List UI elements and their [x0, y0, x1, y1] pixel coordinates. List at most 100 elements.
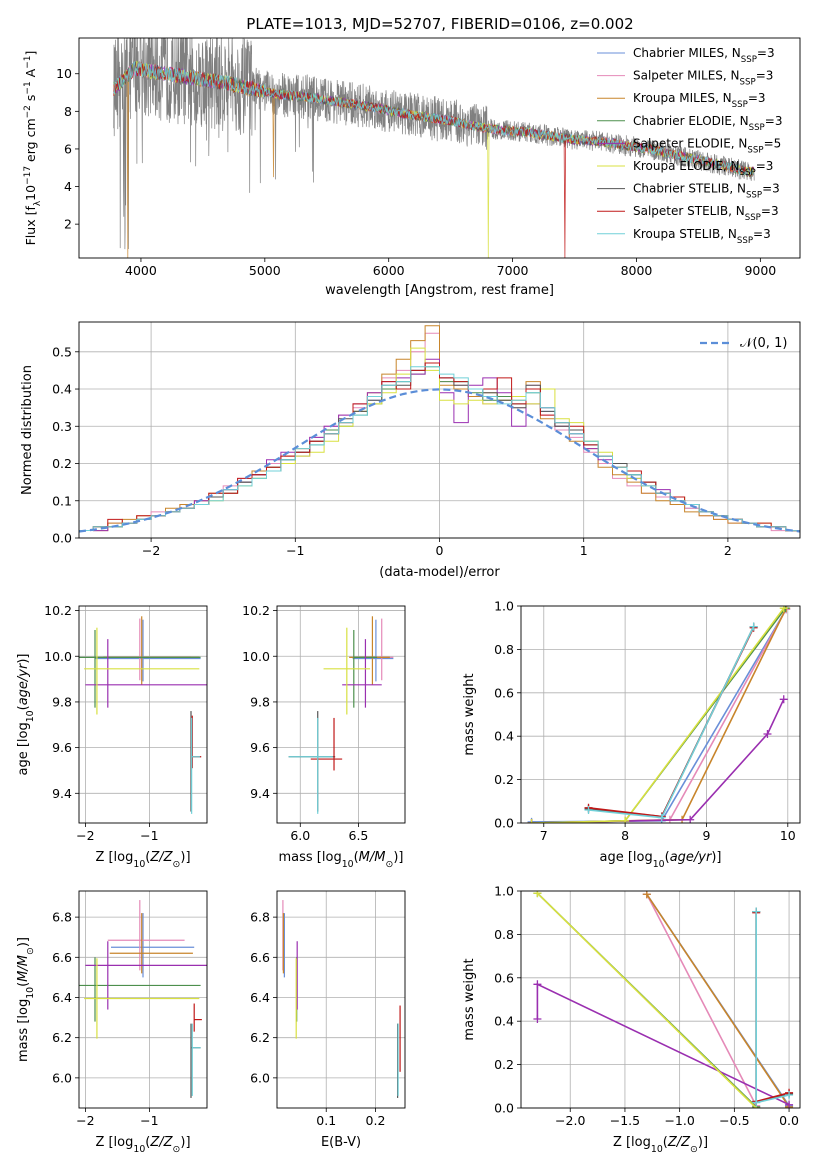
y-tick-label: 0.2 — [52, 456, 72, 471]
legend-entry: Chabrier STELIB, NSSP=3 — [633, 182, 780, 201]
model-spectrum-line — [113, 61, 754, 258]
x-tick-label: 8 — [621, 828, 629, 843]
panel-residuals: −2 −1 0 1 2 0.0 0.1 0.2 0.3 0.4 0.5 (data-model)/er… — [20, 321, 801, 580]
y-tick-label: 6 — [64, 141, 72, 156]
y-tick-label: 1.0 — [494, 599, 514, 614]
legend-entry: Kroupa STELIB, NSSP=3 — [633, 227, 771, 246]
y-tick-label: 0.1 — [52, 493, 72, 508]
y-axis-label: mass weight — [462, 673, 477, 755]
axes-frame — [276, 890, 406, 1109]
x-tick-label: 6000 — [373, 263, 405, 278]
y-tick-label: 1.0 — [494, 884, 514, 899]
plot-area — [113, 38, 755, 258]
legend-entry: 𝒩(0, 1) — [740, 336, 787, 351]
mass-weight-marker — [785, 1100, 794, 1108]
y-tick-label: 10 — [56, 66, 72, 81]
mass-weight-marker — [779, 695, 788, 704]
chart-panels: 4000 5000 6000 7000 8000 9000246810wavelength… — [16, 37, 801, 1155]
y-tick-label: 10.0 — [44, 649, 72, 664]
y-axis-label: mass weight — [462, 958, 477, 1040]
x-tick-label: −2 — [76, 828, 94, 843]
legend-entry: Salpeter ELODIE, NSSP=5 — [633, 136, 781, 155]
mass-weight-line — [588, 627, 755, 818]
y-tick-label: 4 — [64, 179, 72, 194]
y-tick-label: 0.3 — [52, 419, 72, 434]
mass-weight-marker — [785, 1090, 794, 1099]
mass-weight-marker — [752, 1098, 761, 1107]
plot-area — [79, 900, 207, 1098]
x-tick-label: 7000 — [497, 263, 529, 278]
y-tick-label: 6.4 — [52, 990, 72, 1005]
mass-weight-marker — [752, 907, 761, 916]
mass-weight-line — [755, 911, 790, 1104]
y-tick-label: 2 — [64, 217, 72, 232]
model-spectrum-line — [113, 60, 755, 176]
x-tick-label: −2.0 — [555, 1113, 585, 1128]
y-axis-label: mass [log10(M/M⊙)] — [16, 937, 36, 1062]
mass-weight-marker — [642, 891, 651, 899]
legend-entry: Salpeter STELIB, NSSP=3 — [633, 204, 779, 223]
plot-area — [533, 891, 794, 1108]
x-tick-label: −1 — [140, 1113, 158, 1128]
y-tick-label: 9.6 — [52, 740, 72, 755]
mass-weight-line — [646, 893, 757, 1107]
mass-weight-line — [646, 893, 790, 1108]
mass-weight-marker — [763, 730, 772, 739]
mass-weight-line — [536, 983, 790, 1106]
mass-weight-marker — [533, 980, 542, 989]
mass-weight-line — [588, 626, 755, 818]
figure-title: PLATE=1013, MJD=52707, FIBERID=0106, z=0… — [246, 15, 633, 33]
axes-frame — [520, 890, 801, 1109]
y-tick-label: 0.8 — [494, 642, 514, 657]
plot-area — [79, 325, 800, 533]
mass-weight-marker — [749, 622, 758, 631]
x-tick-label: −1.0 — [664, 1113, 694, 1128]
panel-spectrum: 4000 5000 6000 7000 8000 9000 2 4 6 8 10 wavelength… — [23, 37, 801, 298]
panel-mass_vs_z: −2 −1 6.0 6.2 6.4 6.6 6.8 Z [log10(Z/Z⊙)] mass [… — [16, 890, 208, 1155]
x-axis-label: mass [log10(M/M⊙)] — [279, 850, 404, 870]
plot-area — [282, 900, 401, 1098]
mass-weight-line — [531, 608, 787, 823]
x-tick-label: −2 — [76, 1113, 94, 1128]
x-tick-label: 0.2 — [366, 1113, 386, 1128]
y-tick-label: 9.8 — [52, 694, 72, 709]
y-tick-label: 0.2 — [494, 772, 514, 787]
histogram-step-line — [79, 366, 800, 532]
y-tick-label: 0.0 — [494, 816, 514, 831]
y-tick-label: 6.4 — [250, 990, 270, 1005]
mass-weight-line — [588, 626, 755, 819]
x-axis-label: Z [log10(Z/Z⊙)] — [95, 1135, 190, 1155]
mass-weight-line — [531, 698, 785, 823]
y-axis-label: Flux [fλ10−17 erg cm−2 s−1 A−1] — [23, 51, 43, 246]
y-tick-label: 6.6 — [250, 950, 270, 965]
y-tick-label: 0.5 — [52, 344, 72, 359]
plot-area — [288, 616, 394, 814]
x-tick-label: 0 — [436, 543, 444, 558]
y-tick-label: 0.8 — [494, 927, 514, 942]
y-tick-label: 9.4 — [250, 786, 270, 801]
mass-weight-line — [531, 607, 785, 823]
x-tick-label: 9 — [702, 828, 710, 843]
y-tick-label: 6.2 — [250, 1030, 270, 1045]
mass-weight-marker — [533, 1015, 542, 1024]
x-tick-label: 9000 — [744, 263, 776, 278]
panel-age_vs_mass: 6.0 6.5 9.4 9.6 9.8 10.0 10.2 mass [log10(M/M⊙)… — [242, 603, 406, 870]
x-axis-label: Z [log10(Z/Z⊙)] — [613, 1135, 708, 1155]
y-tick-label: 10.2 — [242, 603, 270, 618]
legend-entry: Chabrier MILES, NSSP=3 — [633, 46, 775, 65]
mass-weight-line — [755, 912, 790, 1103]
plot-area — [79, 616, 207, 814]
y-tick-label: 6.8 — [52, 910, 72, 925]
x-tick-label: −1 — [140, 828, 158, 843]
legend-entry: Chabrier ELODIE, NSSP=3 — [633, 114, 782, 133]
x-tick-label: 7 — [540, 828, 548, 843]
y-tick-label: 9.4 — [52, 786, 72, 801]
mass-weight-marker — [657, 813, 666, 822]
x-axis-label: wavelength [Angstrom, rest frame] — [325, 283, 554, 298]
x-axis-label: Z [log10(Z/Z⊙)] — [95, 850, 190, 870]
plot-area — [527, 606, 791, 823]
panel-age_vs_z: −2 −1 9.4 9.6 9.8 10.0 10.2 Z [log10(Z/Z⊙)] age … — [16, 603, 208, 870]
axes-frame — [78, 321, 801, 539]
x-tick-label: 10 — [780, 828, 796, 843]
